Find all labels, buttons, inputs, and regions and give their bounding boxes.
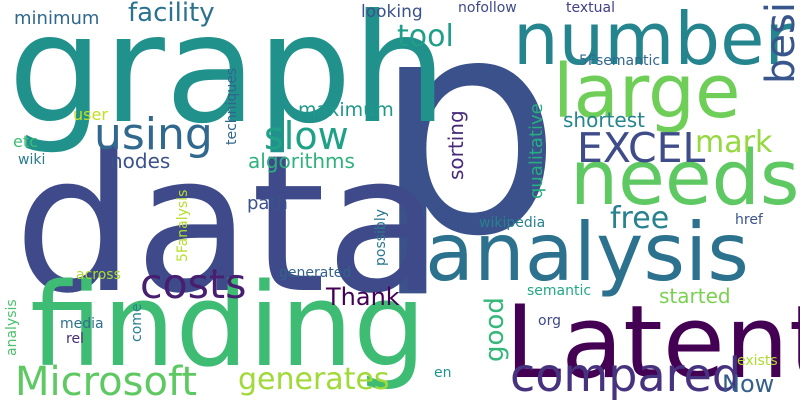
word-large: large (553, 49, 741, 135)
word-besides: besides (758, 0, 800, 84)
word-slow: slow (264, 114, 349, 158)
word-qualitative: qualitative (526, 103, 547, 199)
word-finding: finding (30, 259, 427, 393)
word-generated: generated (279, 265, 352, 281)
word-user: user (73, 105, 108, 124)
word-media: media (60, 316, 104, 332)
word-5fanalysis: 5Fanalysis (175, 189, 191, 262)
word-free: free (610, 201, 670, 236)
word-sorting: sorting (444, 110, 468, 180)
word-maximum: maximum (298, 99, 394, 121)
word-mark: mark (695, 125, 773, 160)
word-number: number (513, 0, 795, 81)
word-started: started (659, 284, 731, 308)
word-graph: graph (8, 0, 448, 157)
word-en: en (434, 365, 452, 381)
word-5fsemantic: 5Fsemantic (579, 53, 661, 69)
word-across: across (76, 267, 121, 283)
word-org: org (538, 313, 561, 329)
word-tool: tool (397, 19, 454, 54)
word-thank: Thank (326, 283, 400, 311)
word-come: come (129, 303, 145, 342)
word-latent: Latent (505, 283, 800, 400)
word-semantic: semantic (527, 283, 592, 299)
word-excel: EXCEL (577, 124, 706, 172)
word-techniques: techniques (224, 67, 240, 145)
word-shortest: shortest (563, 108, 645, 132)
word-now: Now (722, 370, 775, 398)
word-facility: facility (128, 0, 215, 28)
word-algorithms: algorithms (248, 149, 355, 173)
word-href: href (735, 212, 763, 228)
word-rel: rel (66, 331, 84, 347)
word-nofollow: nofollow (458, 0, 517, 16)
word-microsoft: Microsoft (15, 359, 198, 400)
word-textual: textual (566, 0, 615, 16)
word-wikipedia: wikipedia (479, 215, 546, 231)
word-etc: etc (13, 132, 38, 151)
word-generates: generates (238, 362, 390, 397)
word-good: good (480, 297, 510, 362)
word-costs: costs (140, 260, 247, 308)
word-looking: looking (361, 2, 423, 22)
word-needs: needs (570, 133, 800, 222)
word-p: p (372, 0, 563, 302)
word-analysis-small: analysis (4, 299, 20, 356)
word-analysis: analysis (425, 206, 749, 299)
word-path: path (247, 193, 288, 214)
word-using: using (94, 109, 213, 160)
word-nodes: nodes (110, 149, 171, 173)
word-data: data (14, 114, 442, 335)
word-possibly: possibly (373, 209, 389, 266)
word-exists: exists (737, 353, 778, 369)
word-minimum: minimum (14, 8, 100, 29)
word-compared: compared (510, 348, 742, 400)
word-wiki: wiki (18, 152, 46, 168)
